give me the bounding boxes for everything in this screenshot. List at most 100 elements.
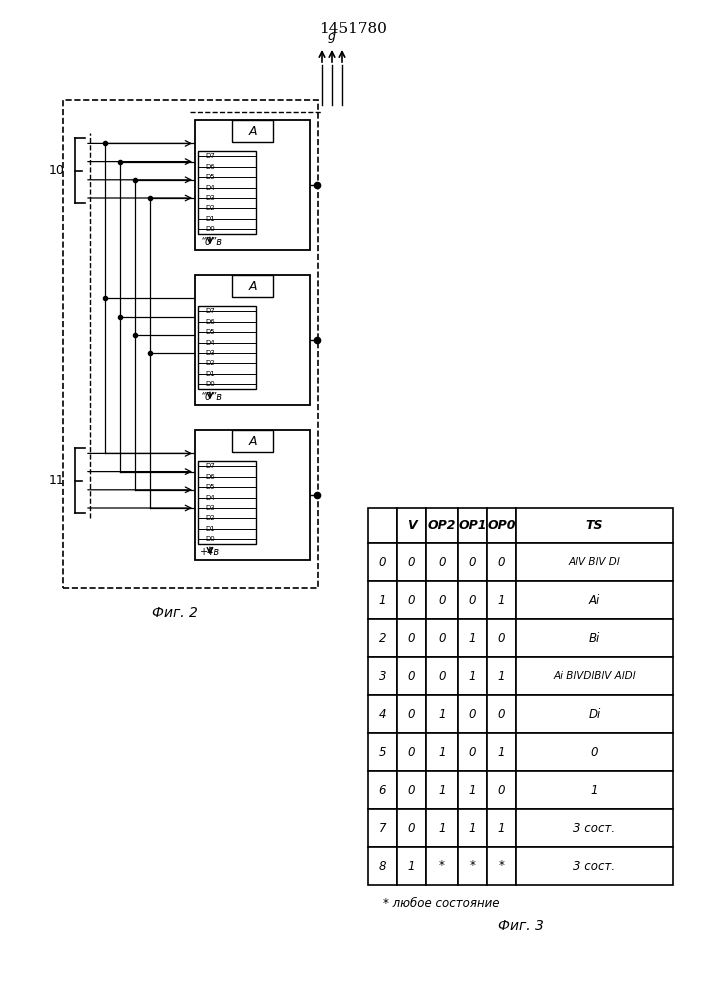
Bar xyxy=(516,847,673,885)
Text: D3: D3 xyxy=(205,350,215,356)
Bar xyxy=(458,619,487,657)
Text: 0: 0 xyxy=(408,746,415,758)
Text: 0: 0 xyxy=(408,784,415,796)
Bar xyxy=(458,733,487,771)
Bar xyxy=(516,619,673,657)
Text: 0: 0 xyxy=(498,784,506,796)
Text: 0: 0 xyxy=(438,632,445,645)
Text: *: * xyxy=(469,859,475,872)
Text: D6: D6 xyxy=(205,474,215,480)
Bar xyxy=(368,508,397,543)
Bar xyxy=(516,733,673,771)
Text: Di: Di xyxy=(588,708,600,720)
Text: AlV BlV Dl: AlV BlV Dl xyxy=(568,557,620,567)
Bar xyxy=(368,619,397,657)
Text: D5: D5 xyxy=(205,174,215,180)
Text: OP0: OP0 xyxy=(487,519,515,532)
Bar xyxy=(487,657,516,695)
Text: D3: D3 xyxy=(205,505,215,511)
Text: 0: 0 xyxy=(408,822,415,834)
Text: 1: 1 xyxy=(469,632,477,645)
Text: 0: 0 xyxy=(498,632,506,645)
Text: 10: 10 xyxy=(49,164,65,177)
Text: 3 сост.: 3 сост. xyxy=(573,859,616,872)
Bar xyxy=(397,695,426,733)
Bar xyxy=(397,581,426,619)
Text: 4: 4 xyxy=(379,708,386,720)
Bar xyxy=(487,733,516,771)
Text: 11: 11 xyxy=(49,474,65,487)
Bar xyxy=(458,508,487,543)
Bar xyxy=(397,508,426,543)
Text: Фиг. 2: Фиг. 2 xyxy=(152,606,198,620)
Bar xyxy=(458,847,487,885)
Bar xyxy=(368,733,397,771)
Text: D1: D1 xyxy=(205,526,215,532)
Bar xyxy=(397,771,426,809)
Bar xyxy=(199,151,256,234)
Bar xyxy=(397,733,426,771)
Bar xyxy=(458,581,487,619)
Text: D4: D4 xyxy=(205,340,215,346)
Bar xyxy=(487,508,516,543)
Text: 0: 0 xyxy=(438,556,445,568)
Bar xyxy=(487,619,516,657)
Bar xyxy=(368,809,397,847)
Text: A: A xyxy=(248,280,257,293)
Text: “0”в: “0”в xyxy=(201,392,223,402)
Bar xyxy=(397,809,426,847)
Bar xyxy=(516,657,673,695)
Text: OP2: OP2 xyxy=(428,519,456,532)
Text: Bi: Bi xyxy=(589,632,600,645)
Text: 0: 0 xyxy=(469,593,477,606)
Text: Ai: Ai xyxy=(589,593,600,606)
Bar xyxy=(426,733,458,771)
Bar xyxy=(487,847,516,885)
Bar xyxy=(397,847,426,885)
Bar xyxy=(487,695,516,733)
Text: 0: 0 xyxy=(469,556,477,568)
Bar xyxy=(195,430,310,560)
Text: D6: D6 xyxy=(205,164,215,170)
Bar xyxy=(487,771,516,809)
Bar xyxy=(397,619,426,657)
Text: *: * xyxy=(439,859,445,872)
Bar xyxy=(458,543,487,581)
Text: * любое состояние: * любое состояние xyxy=(383,897,500,910)
Bar xyxy=(368,657,397,695)
Bar xyxy=(426,508,458,543)
Bar xyxy=(458,809,487,847)
Text: OP1: OP1 xyxy=(458,519,486,532)
Text: 1: 1 xyxy=(498,746,506,758)
Bar xyxy=(195,120,310,250)
Text: 0: 0 xyxy=(408,670,415,682)
Text: D0: D0 xyxy=(205,381,215,387)
Text: 6: 6 xyxy=(379,784,386,796)
Text: 0: 0 xyxy=(591,746,598,758)
Text: A: A xyxy=(248,435,257,448)
Bar xyxy=(397,657,426,695)
Text: 0: 0 xyxy=(408,632,415,645)
Text: D7: D7 xyxy=(205,308,215,314)
Text: 0: 0 xyxy=(408,556,415,568)
Text: D0: D0 xyxy=(205,536,215,542)
Bar xyxy=(426,619,458,657)
Bar xyxy=(368,581,397,619)
Bar xyxy=(426,771,458,809)
Text: 0: 0 xyxy=(379,556,386,568)
Text: 3 сост.: 3 сост. xyxy=(573,822,616,834)
Bar xyxy=(426,657,458,695)
Bar xyxy=(426,847,458,885)
Bar xyxy=(516,771,673,809)
Text: D7: D7 xyxy=(205,463,215,469)
Text: 0: 0 xyxy=(438,670,445,682)
Text: D5: D5 xyxy=(205,329,215,335)
Bar xyxy=(458,695,487,733)
Text: 0: 0 xyxy=(469,708,477,720)
Text: 1: 1 xyxy=(498,822,506,834)
Text: 0: 0 xyxy=(408,708,415,720)
Bar xyxy=(516,809,673,847)
Text: Фиг. 3: Фиг. 3 xyxy=(498,919,544,933)
Bar xyxy=(199,461,256,544)
Bar xyxy=(426,809,458,847)
